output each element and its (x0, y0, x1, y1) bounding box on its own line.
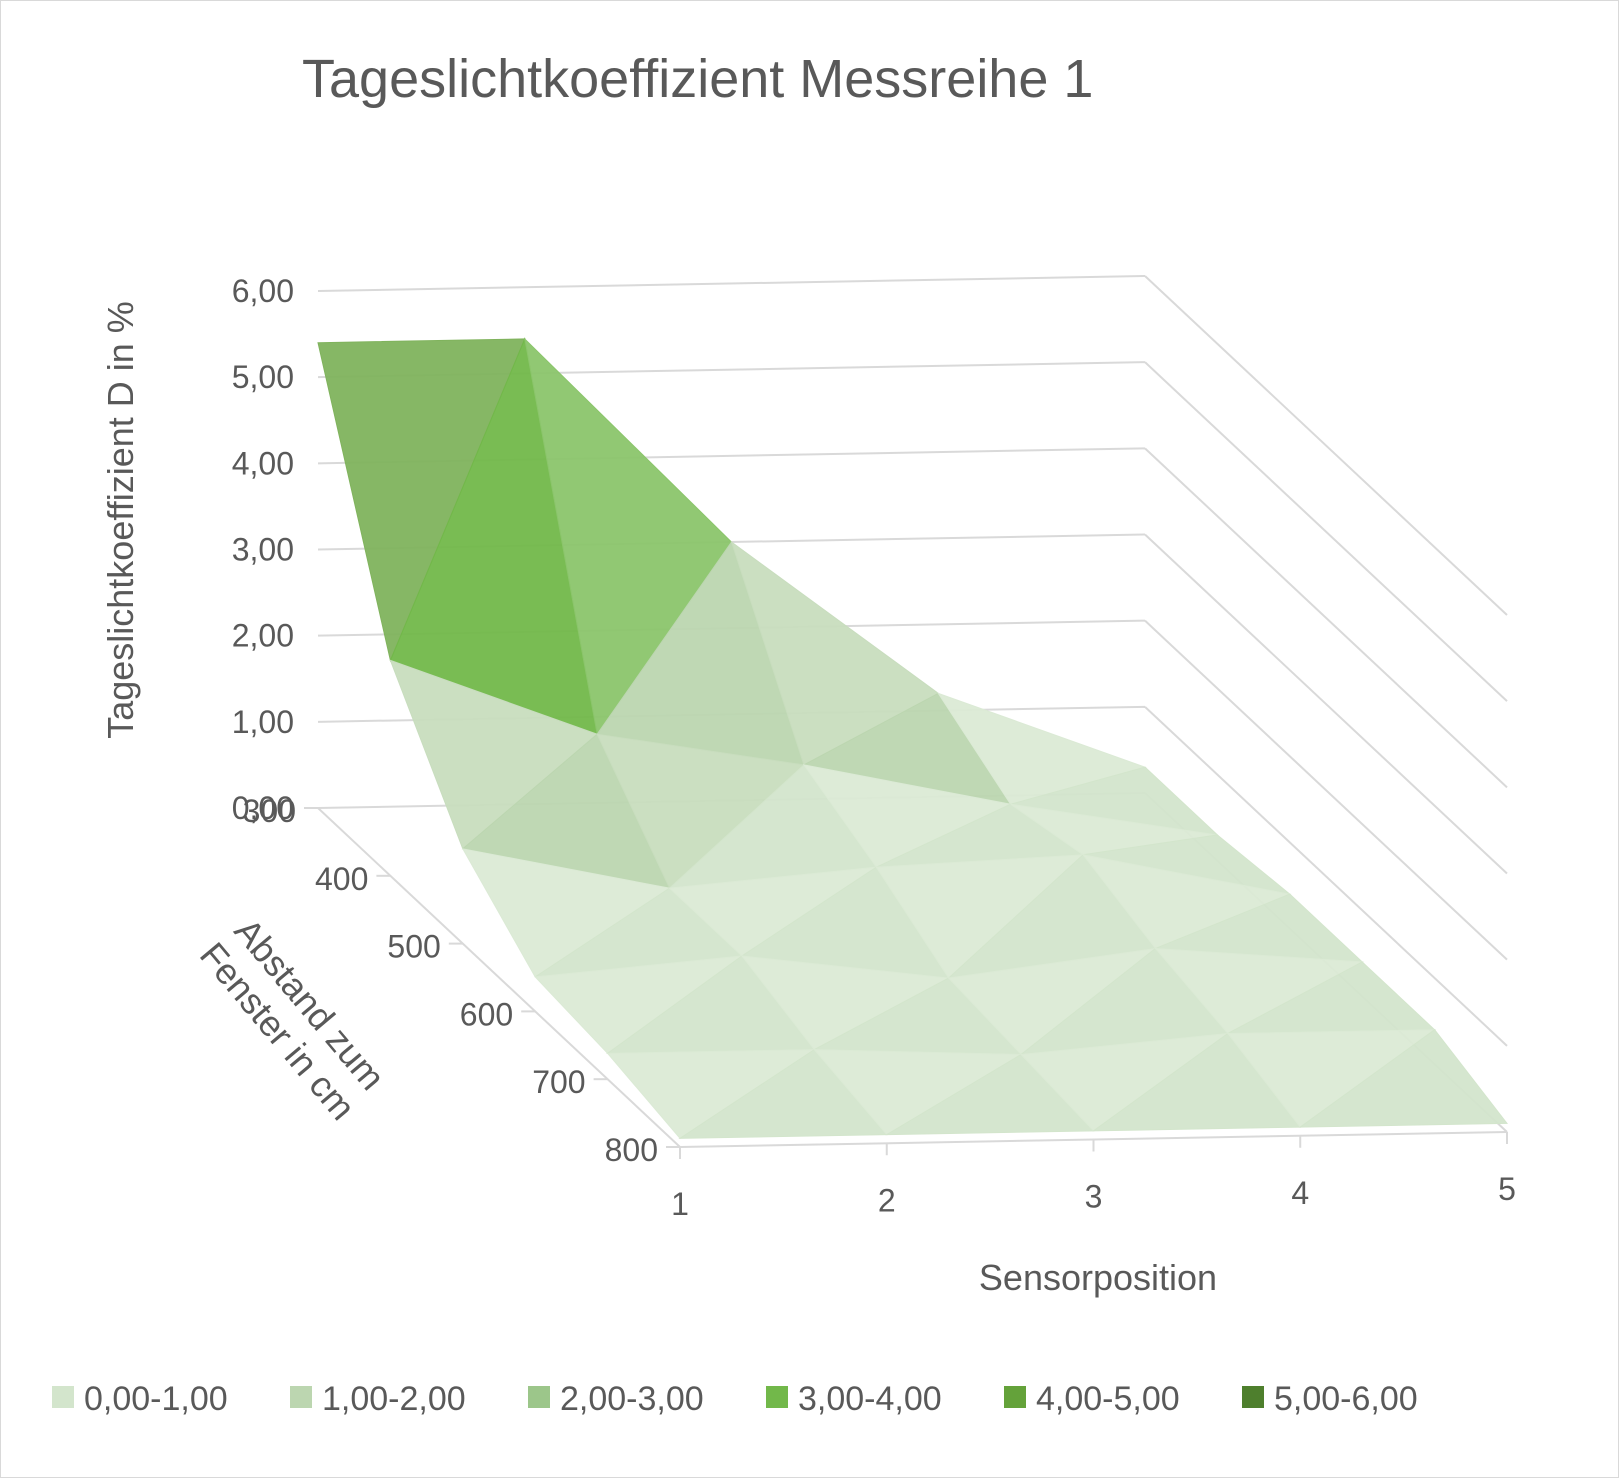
depth-axis-line (317, 807, 681, 1148)
x-tick-label: 4 (1291, 1175, 1309, 1211)
legend-label: 3,00-4,00 (798, 1380, 942, 1418)
z-tick-label: 6,00 (232, 273, 294, 309)
side-wall-gridline (1144, 533, 1508, 875)
side-wall-gridline (1144, 706, 1508, 1047)
side-wall-gridline (1144, 275, 1508, 616)
legend-swatch (1242, 1386, 1264, 1408)
z-tick-label: 3,00 (232, 532, 294, 568)
back-wall-gridline (317, 275, 1146, 292)
legend-label: 2,00-3,00 (560, 1380, 704, 1418)
axis-ticks: 0,00 1,00 2,00 3,00 4,00 5,00 6,00 300 400 500 600… (232, 273, 1516, 1222)
z-tick-label: 5,00 (232, 359, 294, 395)
surface-plot (317, 337, 1509, 1140)
depth-tick-label: 500 (387, 929, 440, 965)
legend-label: 0,00-1,00 (84, 1380, 228, 1418)
x-tick-label: 1 (671, 1186, 689, 1222)
chart-title: Tageslichtkoeffizient Messreihe 1 (302, 49, 1093, 109)
legend-label: 5,00-6,00 (1274, 1380, 1418, 1418)
y-axis-title: Abstand zum Fenster in cm (192, 910, 393, 1127)
z-tick-label: 2,00 (232, 618, 294, 654)
legend: 0,00-1,00 1,00-2,00 2,00-3,00 3,00-4,00 4,00… (52, 1380, 1418, 1418)
depth-tick-label: 300 (243, 793, 296, 829)
depth-tick-label: 600 (460, 996, 513, 1032)
z-axis-title: Tageslichtkoeffizient D in % (100, 301, 141, 739)
side-wall-gridline (1144, 361, 1508, 702)
legend-label: 4,00-5,00 (1036, 1380, 1180, 1418)
surface-facet (1298, 1029, 1509, 1128)
legend-label: 1,00-2,00 (322, 1380, 466, 1418)
legend-swatch (528, 1386, 550, 1408)
x-tick-label: 3 (1085, 1179, 1103, 1215)
legend-swatch (766, 1386, 788, 1408)
side-wall-gridline (1144, 619, 1508, 961)
depth-tick-label: 700 (532, 1064, 585, 1100)
legend-swatch (1004, 1386, 1026, 1408)
side-wall-gridline (1144, 447, 1508, 789)
depth-tick-label: 800 (605, 1132, 658, 1168)
z-tick-label: 1,00 (232, 704, 294, 740)
depth-tick-label: 400 (315, 861, 368, 897)
legend-swatch (52, 1386, 74, 1408)
legend-swatch (290, 1386, 312, 1408)
x-tick-label: 2 (878, 1182, 896, 1218)
x-tick-label: 5 (1498, 1171, 1516, 1207)
z-tick-label: 4,00 (232, 445, 294, 481)
x-axis-title: Sensorposition (979, 1257, 1217, 1298)
z-tick-label: 0,00 (232, 790, 294, 826)
